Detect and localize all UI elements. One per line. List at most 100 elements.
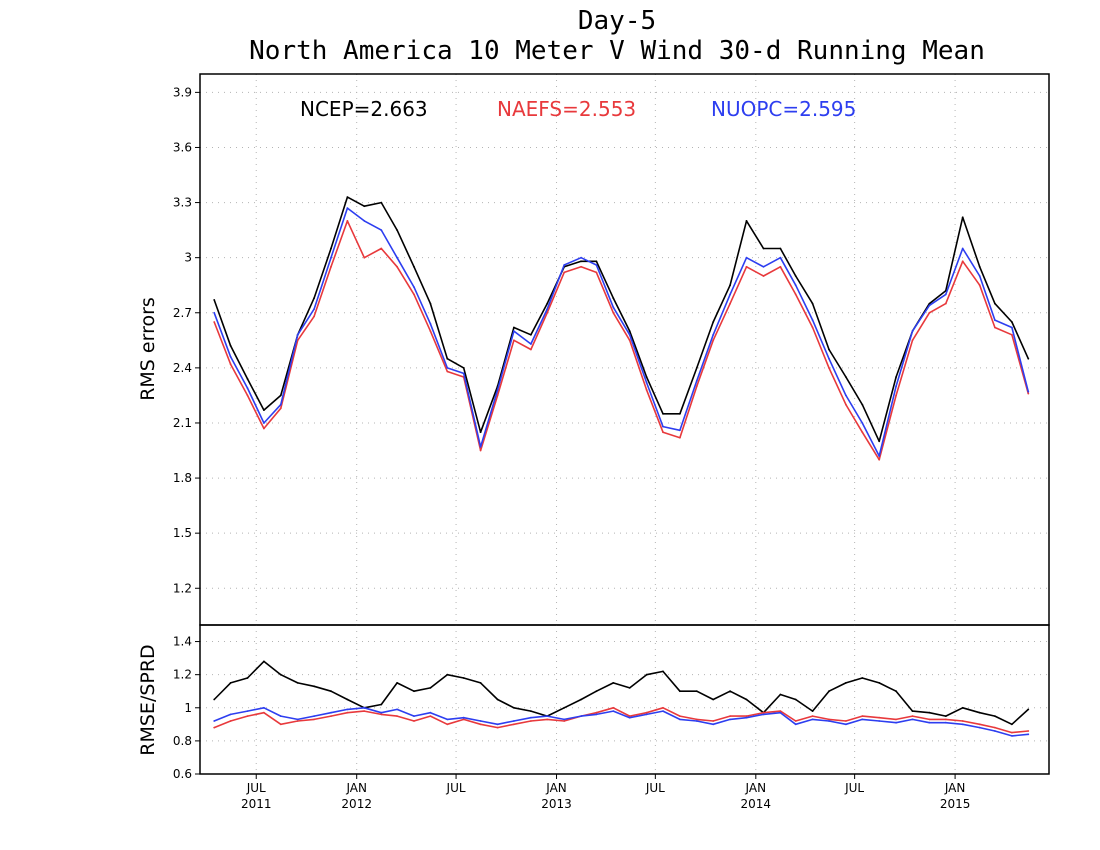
bottom-data-point-ncep xyxy=(246,677,249,679)
top-data-point-nuopc xyxy=(429,322,432,325)
top-data-point-ncep xyxy=(828,348,830,351)
bottom-data-point-nuopc xyxy=(446,718,449,721)
bottom-data-point-ncep xyxy=(595,690,598,693)
bottom-data-point-ncep xyxy=(895,690,897,693)
top-data-point-nuopc xyxy=(861,422,864,424)
bottom-data-point-naefs xyxy=(961,720,964,722)
top-data-point-nuopc xyxy=(628,333,631,336)
bottom-data-point-ncep xyxy=(380,703,383,706)
top-data-point-ncep xyxy=(729,284,731,287)
bottom-data-point-nuopc xyxy=(546,715,549,717)
bottom-data-point-naefs xyxy=(811,715,814,717)
bottom-data-point-naefs xyxy=(429,715,432,717)
bottom-data-point-ncep xyxy=(828,690,830,693)
top-data-point-nuopc xyxy=(878,455,881,457)
bottom-data-point-ncep xyxy=(994,715,996,717)
top-data-point-naefs xyxy=(695,385,698,388)
top-data-point-ncep xyxy=(994,302,996,305)
x-tick-year-label: 2014 xyxy=(741,797,772,811)
bottom-data-point-nuopc xyxy=(530,716,532,719)
bottom-data-point-nuopc xyxy=(330,711,332,714)
bottom-data-point-nuopc xyxy=(263,706,265,709)
bottom-data-point-naefs xyxy=(845,720,847,722)
bottom-data-point-ncep xyxy=(513,706,515,709)
top-data-point-naefs xyxy=(446,370,449,373)
bottom-data-point-nuopc xyxy=(695,720,698,722)
top-data-point-nuopc xyxy=(811,319,814,321)
bottom-data-point-nuopc xyxy=(662,710,664,712)
bottom-data-point-ncep xyxy=(479,682,482,684)
bottom-data-point-nuopc xyxy=(279,715,282,717)
bottom-data-point-nuopc xyxy=(895,721,897,724)
bottom-data-point-naefs xyxy=(563,720,566,722)
bottom-panel-grid xyxy=(200,625,1049,775)
bottom-data-point-ncep xyxy=(313,685,315,688)
bottom-data-point-naefs xyxy=(595,711,598,714)
top-panel-grid xyxy=(200,74,1049,625)
bottom-data-point-nuopc xyxy=(712,723,715,726)
bottom-y-tick-label: 1.2 xyxy=(173,668,192,682)
top-data-point-ncep xyxy=(712,321,715,323)
top-data-point-ncep xyxy=(878,440,881,443)
bottom-data-point-naefs xyxy=(263,711,265,714)
top-data-point-naefs xyxy=(513,339,515,342)
x-tick-month-label: JAN xyxy=(545,781,567,795)
bottom-y-axis-label: RMSE/SPRD xyxy=(137,644,159,755)
bottom-data-point-ncep xyxy=(645,673,648,676)
bottom-data-point-nuopc xyxy=(496,723,499,726)
bottom-data-point-ncep xyxy=(679,690,681,693)
bottom-data-point-ncep xyxy=(911,710,914,712)
bottom-panel-frame xyxy=(199,624,1050,775)
bottom-data-point-naefs xyxy=(779,710,782,712)
top-data-point-naefs xyxy=(662,431,664,434)
top-y-tick-label: 3.6 xyxy=(173,140,192,154)
top-data-point-ncep xyxy=(279,394,282,397)
top-data-point-nuopc xyxy=(313,308,315,310)
top-data-point-nuopc xyxy=(229,355,232,358)
bottom-data-point-nuopc xyxy=(595,713,598,716)
bottom-data-point-naefs xyxy=(346,711,349,714)
top-data-point-naefs xyxy=(794,293,797,296)
bottom-data-point-nuopc xyxy=(1011,735,1013,737)
legend-naefs: NAEFS=2.553 xyxy=(497,97,636,121)
bottom-data-point-naefs xyxy=(479,723,482,726)
bottom-data-point-naefs xyxy=(546,718,549,721)
bottom-data-point-nuopc xyxy=(679,718,681,721)
top-data-point-ncep xyxy=(779,247,782,250)
top-data-point-ncep xyxy=(1011,321,1013,323)
top-data-point-ncep xyxy=(1027,357,1030,360)
top-data-point-nuopc xyxy=(246,387,249,389)
x-tick-year-label: 2012 xyxy=(341,797,372,811)
top-data-point-nuopc xyxy=(496,389,499,391)
bottom-data-point-nuopc xyxy=(729,718,731,721)
bottom-data-point-nuopc xyxy=(779,711,782,714)
bottom-data-point-nuopc xyxy=(580,715,582,717)
bottom-data-point-nuopc xyxy=(462,716,465,719)
top-data-point-nuopc xyxy=(363,220,366,222)
top-series-line-nuopc xyxy=(213,207,1030,457)
top-data-point-ncep xyxy=(928,302,931,305)
bottom-data-point-nuopc xyxy=(928,721,931,724)
top-data-point-naefs xyxy=(645,389,648,391)
top-data-point-nuopc xyxy=(330,256,332,259)
top-data-point-nuopc xyxy=(944,293,947,296)
top-data-point-nuopc xyxy=(928,304,931,307)
bottom-data-point-naefs xyxy=(645,711,648,714)
bottom-data-point-nuopc xyxy=(313,715,315,717)
x-tick-month-label: JUL xyxy=(844,781,864,795)
top-data-point-naefs xyxy=(729,302,731,305)
bottom-data-point-nuopc xyxy=(413,715,415,717)
legend: NCEP=2.663 NAEFS=2.553 NUOPC=2.595 xyxy=(300,97,856,121)
legend-nuopc: NUOPC=2.595 xyxy=(711,97,856,121)
bottom-data-point-nuopc xyxy=(762,713,765,716)
top-data-point-nuopc xyxy=(729,293,731,296)
bottom-data-point-ncep xyxy=(330,690,332,693)
bottom-data-point-ncep xyxy=(712,698,715,701)
top-data-point-naefs xyxy=(563,271,566,274)
top-data-point-nuopc xyxy=(1011,326,1013,329)
bottom-data-point-ncep xyxy=(628,687,631,689)
top-data-point-ncep xyxy=(413,265,415,268)
bottom-data-point-naefs xyxy=(1011,731,1013,734)
top-data-point-nuopc xyxy=(413,286,415,288)
bottom-data-point-naefs xyxy=(496,726,499,729)
